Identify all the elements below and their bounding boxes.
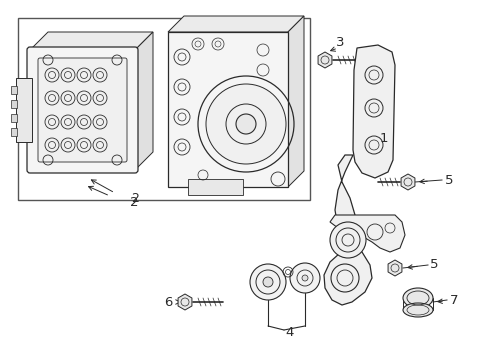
Bar — [11, 100, 17, 108]
Bar — [11, 86, 17, 94]
Text: 2: 2 — [130, 196, 138, 209]
Bar — [168, 32, 288, 187]
Circle shape — [206, 84, 286, 164]
Polygon shape — [401, 174, 415, 190]
Text: 7: 7 — [450, 293, 459, 306]
Circle shape — [330, 222, 366, 258]
Text: 2: 2 — [131, 192, 139, 204]
Bar — [18, 18, 310, 200]
FancyBboxPatch shape — [27, 47, 138, 173]
Polygon shape — [168, 16, 304, 32]
Bar — [188, 179, 243, 195]
Ellipse shape — [403, 288, 433, 308]
Polygon shape — [30, 32, 153, 50]
Circle shape — [290, 263, 320, 293]
Polygon shape — [388, 260, 402, 276]
Polygon shape — [135, 32, 153, 170]
Polygon shape — [353, 45, 395, 178]
Circle shape — [302, 275, 308, 281]
Polygon shape — [318, 52, 332, 68]
Circle shape — [331, 264, 359, 292]
Text: 6: 6 — [164, 296, 172, 309]
Circle shape — [236, 114, 256, 134]
Text: 3: 3 — [336, 36, 344, 49]
Polygon shape — [324, 155, 372, 305]
Circle shape — [263, 277, 273, 287]
Text: 4: 4 — [286, 325, 294, 338]
Polygon shape — [178, 294, 192, 310]
Polygon shape — [330, 215, 405, 252]
Text: 5: 5 — [445, 174, 454, 186]
Bar — [11, 114, 17, 122]
Bar — [16, 78, 32, 142]
Ellipse shape — [403, 303, 433, 317]
Circle shape — [250, 264, 286, 300]
Polygon shape — [288, 16, 304, 187]
Bar — [11, 128, 17, 136]
Text: 5: 5 — [430, 258, 439, 271]
FancyBboxPatch shape — [38, 58, 127, 162]
Text: 1: 1 — [380, 131, 389, 144]
